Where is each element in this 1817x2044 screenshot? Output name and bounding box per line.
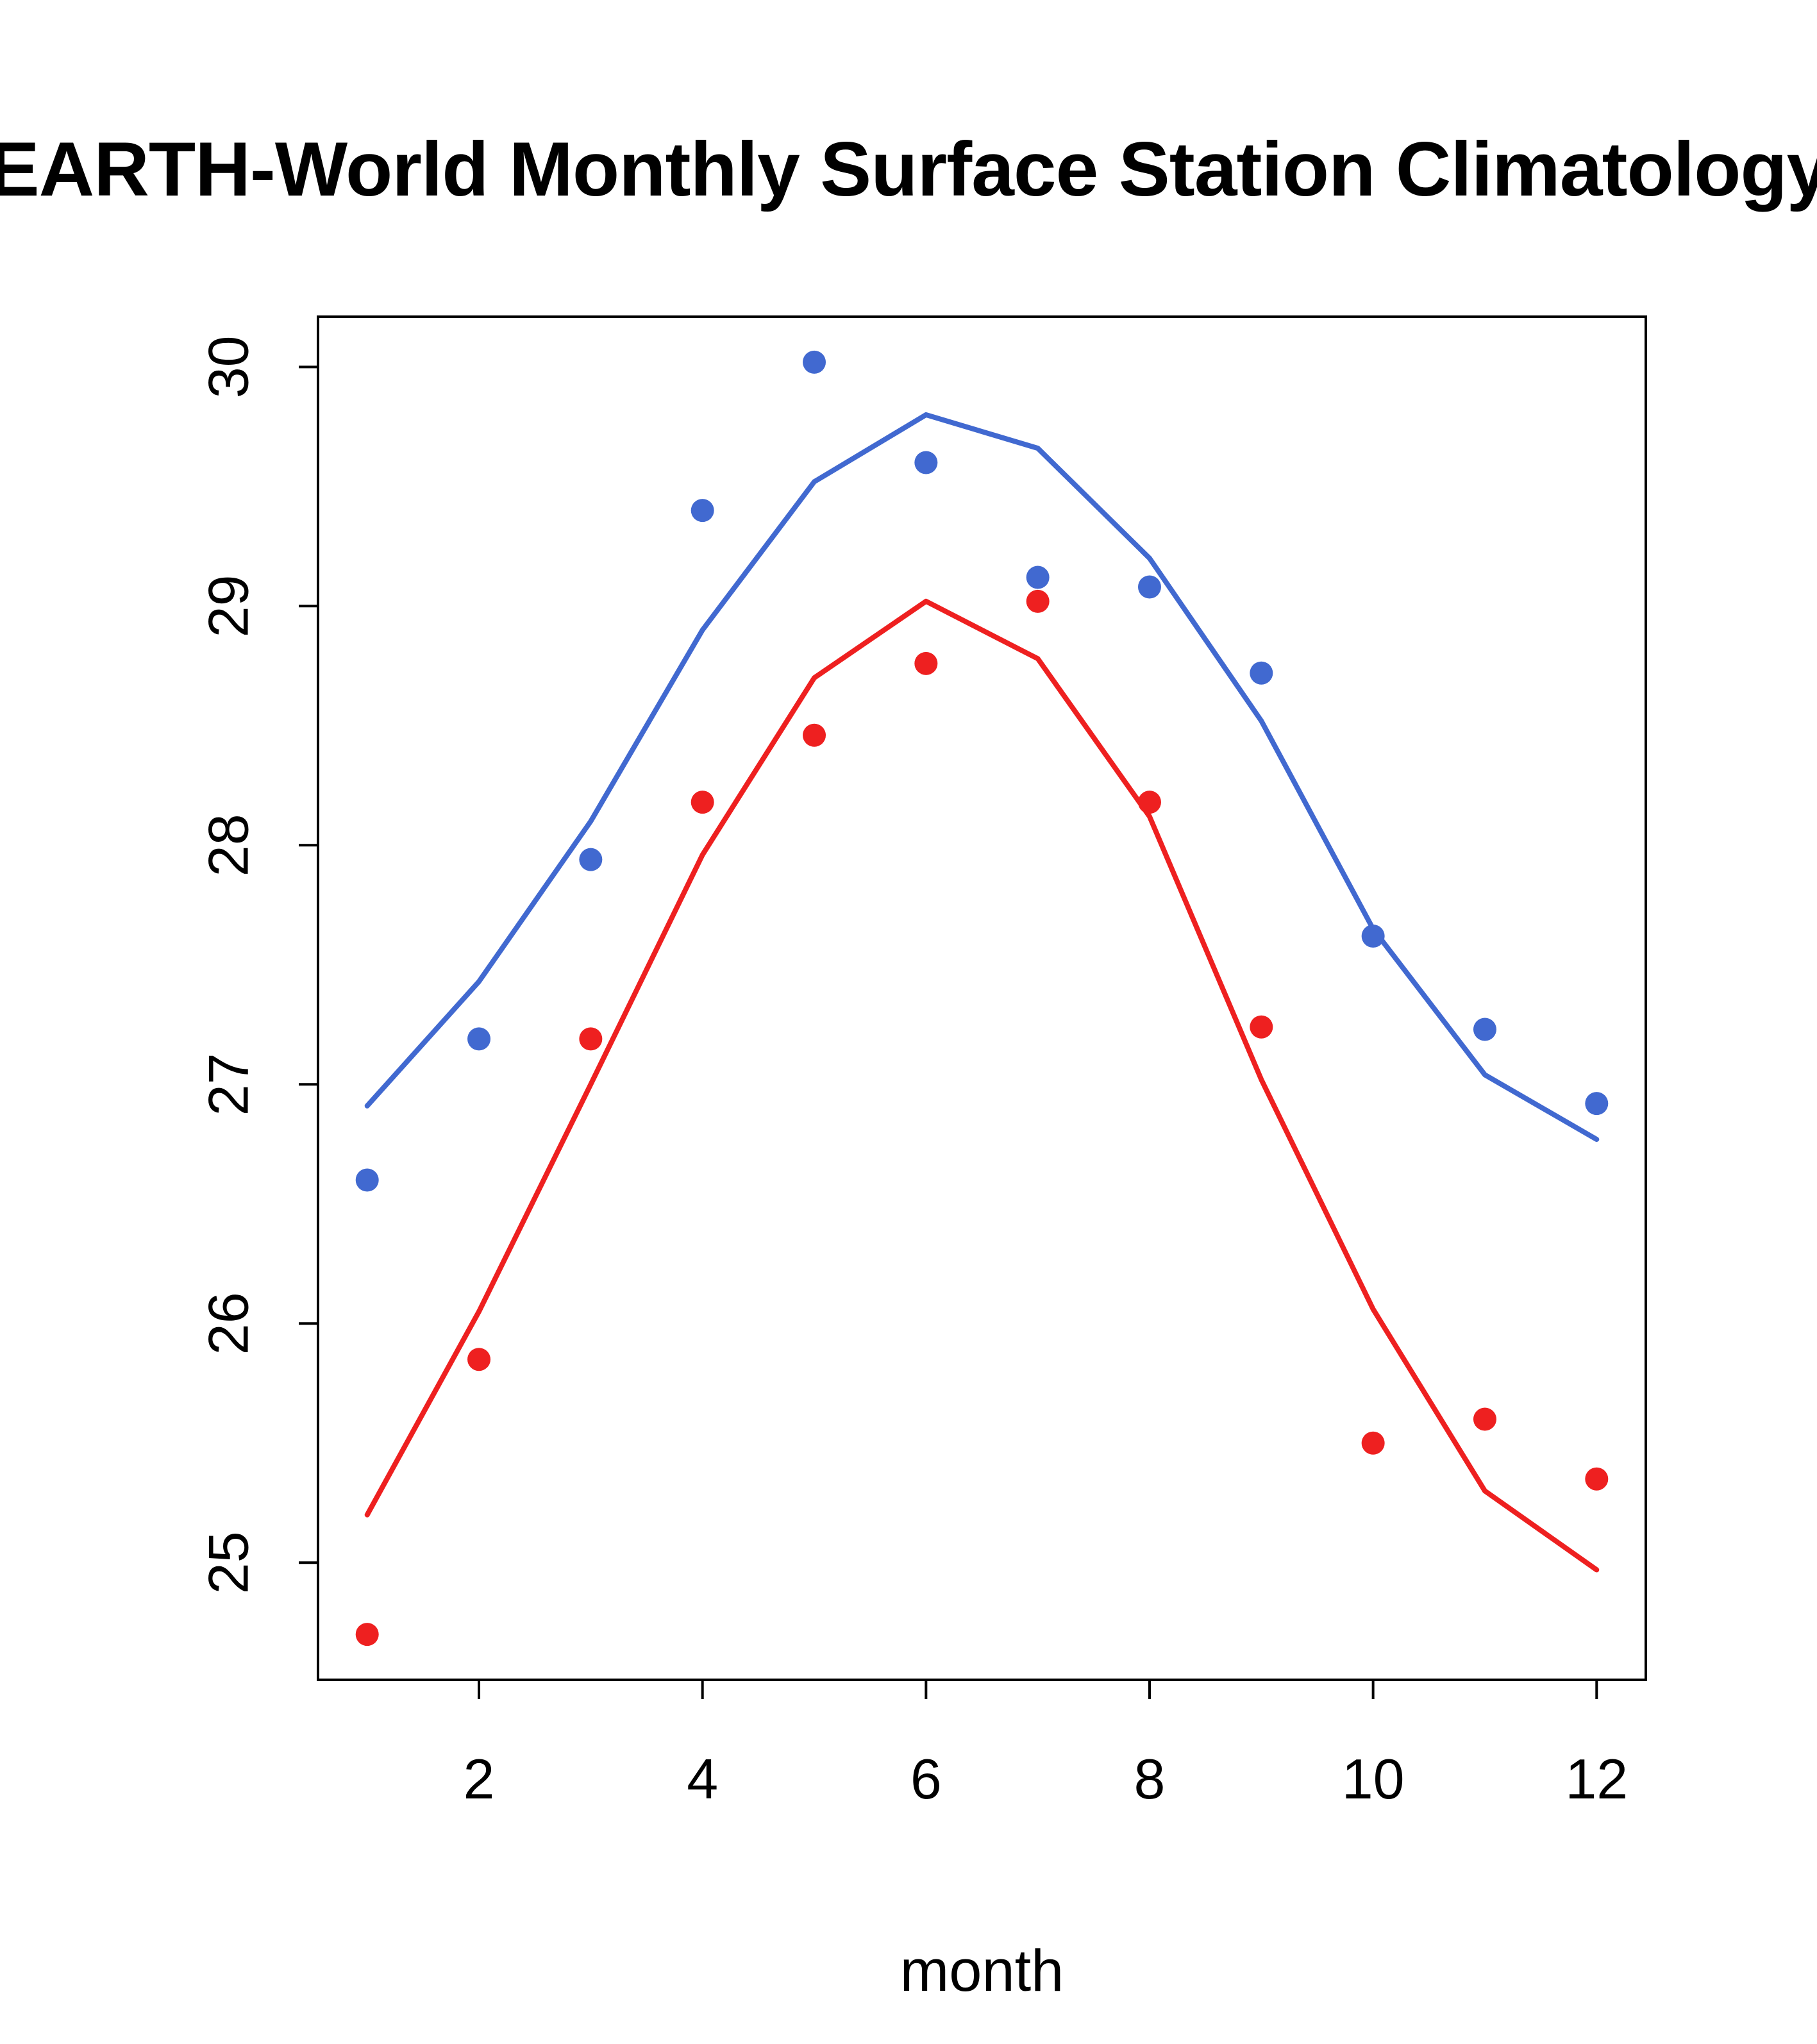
station-monthly-means-points-point: [467, 1027, 491, 1051]
station-monthly-means-points-point: [1026, 565, 1050, 589]
y-tick-label: 26: [197, 1292, 260, 1355]
station-monthly-means-points-red-point: [1137, 791, 1161, 814]
x-axis-label: month: [900, 1938, 1064, 2004]
station-monthly-means-points-red-point: [467, 1348, 491, 1371]
station-monthly-means-points-point: [1585, 1092, 1609, 1116]
station-monthly-means-points-red-point: [803, 723, 826, 747]
plot-border: [317, 315, 1647, 1681]
x-tick-label: 8: [1134, 1747, 1166, 1811]
y-tick-label: 27: [197, 1053, 260, 1116]
station-monthly-means-points-point: [1250, 661, 1273, 685]
station-monthly-means-points-point: [1361, 925, 1385, 948]
x-tick-label: 4: [687, 1747, 718, 1811]
station-monthly-means-points-red-point: [914, 651, 938, 675]
y-tick-label: 30: [197, 335, 260, 398]
station-monthly-means-points-red-point: [1026, 589, 1050, 613]
station-monthly-means-points-point: [691, 499, 714, 523]
station-monthly-means-points-red-point: [1473, 1407, 1496, 1431]
station-monthly-means-points-point: [579, 848, 603, 871]
station-monthly-means-points-red-point: [1585, 1467, 1609, 1491]
station-monthly-means-points-red-point: [355, 1623, 379, 1646]
climatology-fit-line-red: [364, 598, 1600, 1573]
station-monthly-means-points-point: [1473, 1018, 1496, 1041]
station-monthly-means-points-red-point: [1250, 1015, 1273, 1039]
climatology-fit-line-blue: [364, 412, 1600, 1143]
y-tick-label: 28: [197, 814, 260, 876]
station-monthly-means-points-point: [803, 350, 826, 374]
station-monthly-means-points-point: [914, 451, 938, 474]
y-tick-label: 25: [197, 1531, 260, 1594]
x-tick-label: 10: [1342, 1747, 1405, 1811]
station-monthly-means-points-red-point: [579, 1027, 603, 1051]
station-monthly-means-points-red-point: [691, 791, 714, 814]
x-tick-label: 6: [910, 1747, 942, 1811]
x-tick-label: 2: [464, 1747, 495, 1811]
station-monthly-means-points-red-point: [1361, 1431, 1385, 1455]
y-tick-label: 29: [197, 574, 260, 637]
x-tick-label: 12: [1565, 1747, 1628, 1811]
station-monthly-means-points-point: [1137, 575, 1161, 599]
chart-title: EARTH-World Monthly Surface Station Clim…: [0, 126, 1817, 212]
station-monthly-means-points-point: [355, 1168, 379, 1192]
